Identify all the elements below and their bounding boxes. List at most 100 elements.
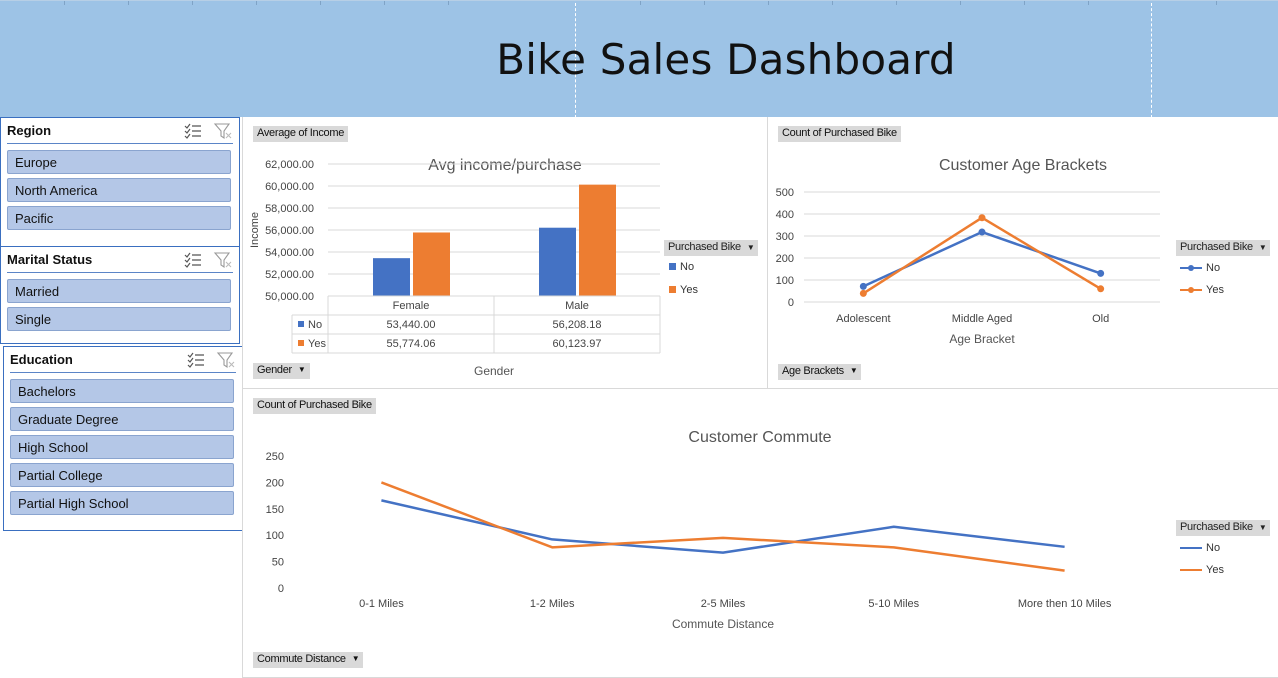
y-tick-label: 60,000.00 [265, 181, 314, 193]
age-bracket-line-chart: 0 100 200 300 400 500 Adolescent Middle Aged Old… [776, 187, 1160, 346]
bar-yes [579, 184, 616, 296]
table-cell: 55,774.06 [387, 338, 436, 350]
x-category-label: Male [565, 300, 589, 312]
field-label: Age Brackets [782, 365, 844, 377]
slicer-header: Education [10, 347, 236, 373]
y-tick-label: 50,000.00 [265, 291, 314, 303]
clear-filter-icon[interactable] [213, 250, 233, 270]
multi-select-icon[interactable] [186, 350, 206, 370]
slicer-item-married[interactable]: Married [7, 279, 231, 303]
value-field-button[interactable]: Average of Income [253, 126, 349, 142]
slicer-item-pacific[interactable]: Pacific [7, 206, 231, 230]
series-line-yes [380, 481, 1065, 572]
x-category-label: Middle Aged [952, 313, 1013, 325]
dropdown-arrow-icon: ▼ [1258, 523, 1267, 532]
slicer-item-graduate-degree[interactable]: Graduate Degree [10, 407, 234, 431]
legend-line-marker [1180, 263, 1202, 272]
y-tick-label: 200 [266, 477, 284, 489]
table-row-label: Yes [308, 338, 326, 350]
legend-item-no: No [669, 261, 694, 273]
clear-filter-icon[interactable] [213, 121, 233, 141]
bar-no [373, 258, 410, 296]
x-category-label: Adolescent [836, 313, 890, 325]
y-tick-label: 0 [788, 297, 794, 309]
legend-line-marker [1180, 285, 1202, 294]
dropdown-arrow-icon: ▼ [351, 654, 360, 663]
multi-select-icon[interactable] [183, 250, 203, 270]
data-point-no [978, 228, 986, 236]
x-category-label: Female [393, 300, 430, 312]
x-axis-title: Gender [474, 364, 514, 378]
income-bar-chart: 50,000.00 52,000.00 54,000.00 56,000.00 58,0… [249, 159, 661, 378]
slicer-item-partial-college[interactable]: Partial College [10, 463, 234, 487]
y-tick-label: 100 [266, 530, 284, 542]
gender-axis-field-button[interactable]: Gender ▼ [253, 363, 310, 379]
y-tick-label: 62,000.00 [265, 159, 314, 171]
table-legend-key [298, 321, 304, 327]
panel-border [242, 388, 1278, 389]
y-tick-label: 52,000.00 [265, 269, 314, 281]
legend-item-yes: Yes [1180, 284, 1224, 296]
y-tick-label: 300 [776, 231, 794, 243]
slicer-item-single[interactable]: Single [7, 307, 231, 331]
sheet-gridline [320, 1, 321, 5]
clear-filter-icon[interactable] [216, 350, 236, 370]
slicer-item-north-america[interactable]: North America [7, 178, 231, 202]
dashboard-title: Bike Sales Dashboard [496, 35, 956, 84]
education-slicer[interactable]: Education Bachelors Graduate Degree High… [3, 346, 243, 531]
commute-axis-field-button[interactable]: Commute Distance ▼ [253, 652, 364, 668]
table-legend-key [298, 340, 304, 346]
legend-swatch [669, 263, 676, 270]
sheet-gridline [768, 1, 769, 5]
legend-field-button[interactable]: Purchased Bike ▼ [664, 240, 759, 256]
y-tick-label: 100 [776, 275, 794, 287]
y-tick-label: 56,000.00 [265, 225, 314, 237]
slicer-item-partial-high-school[interactable]: Partial High School [10, 491, 234, 515]
sheet-gridline [128, 1, 129, 5]
legend-label: No [680, 261, 695, 273]
sheet-gridline [1088, 1, 1089, 5]
table-cell: 56,208.18 [553, 319, 602, 331]
region-slicer[interactable]: Region Europe North America Pacific [0, 117, 240, 247]
data-point-yes [978, 214, 986, 222]
legend-item-yes: Yes [1180, 564, 1224, 576]
legend-title: Purchased Bike [1180, 521, 1253, 533]
marital-status-slicer[interactable]: Marital Status Married Single [0, 246, 240, 344]
slicer-item-high-school[interactable]: High School [10, 435, 234, 459]
panel-border [242, 117, 243, 678]
slicer-item-bachelors[interactable]: Bachelors [10, 379, 234, 403]
legend-field-button[interactable]: Purchased Bike ▼ [1176, 520, 1271, 536]
legend-title: Purchased Bike [668, 241, 741, 253]
data-point-yes [859, 289, 867, 297]
table-row-label: No [308, 319, 322, 331]
value-field-button[interactable]: Count of Purchased Bike [778, 126, 901, 142]
x-axis-title: Age Bracket [949, 332, 1015, 346]
y-tick-label: 150 [266, 504, 284, 516]
legend-item-no: No [1180, 262, 1220, 274]
dropdown-arrow-icon: ▼ [849, 366, 858, 375]
value-field-button[interactable]: Count of Purchased Bike [253, 398, 376, 414]
legend-item-yes: Yes [669, 284, 698, 296]
multi-select-icon[interactable] [183, 121, 203, 141]
data-point-yes [1097, 285, 1105, 293]
y-tick-label: 400 [776, 209, 794, 221]
x-category-label: Old [1092, 313, 1109, 325]
slicer-title: Education [10, 352, 73, 367]
slicer-item-europe[interactable]: Europe [7, 150, 231, 174]
dashboard-banner: Bike Sales Dashboard [0, 0, 1278, 118]
sheet-gridline [1216, 1, 1217, 5]
chart-title: Avg income/purchase [428, 157, 582, 174]
sheet-gridline [1024, 1, 1025, 5]
y-tick-label: 54,000.00 [265, 247, 314, 259]
series-line-no [381, 499, 1065, 554]
x-category-label: 0-1 Miles [359, 598, 404, 610]
field-label: Commute Distance [257, 653, 346, 665]
bar-yes [413, 232, 450, 296]
series-line-no [862, 230, 1102, 288]
age-axis-field-button[interactable]: Age Brackets ▼ [778, 364, 862, 380]
legend-line [1180, 543, 1202, 552]
panel-border [767, 117, 768, 389]
sheet-gridline [704, 1, 705, 5]
commute-line-chart: 0 50 100 150 200 250 0-1 Miles 1-2 Miles 2-5 Mil… [266, 451, 1112, 631]
legend-field-button[interactable]: Purchased Bike ▼ [1176, 240, 1271, 256]
